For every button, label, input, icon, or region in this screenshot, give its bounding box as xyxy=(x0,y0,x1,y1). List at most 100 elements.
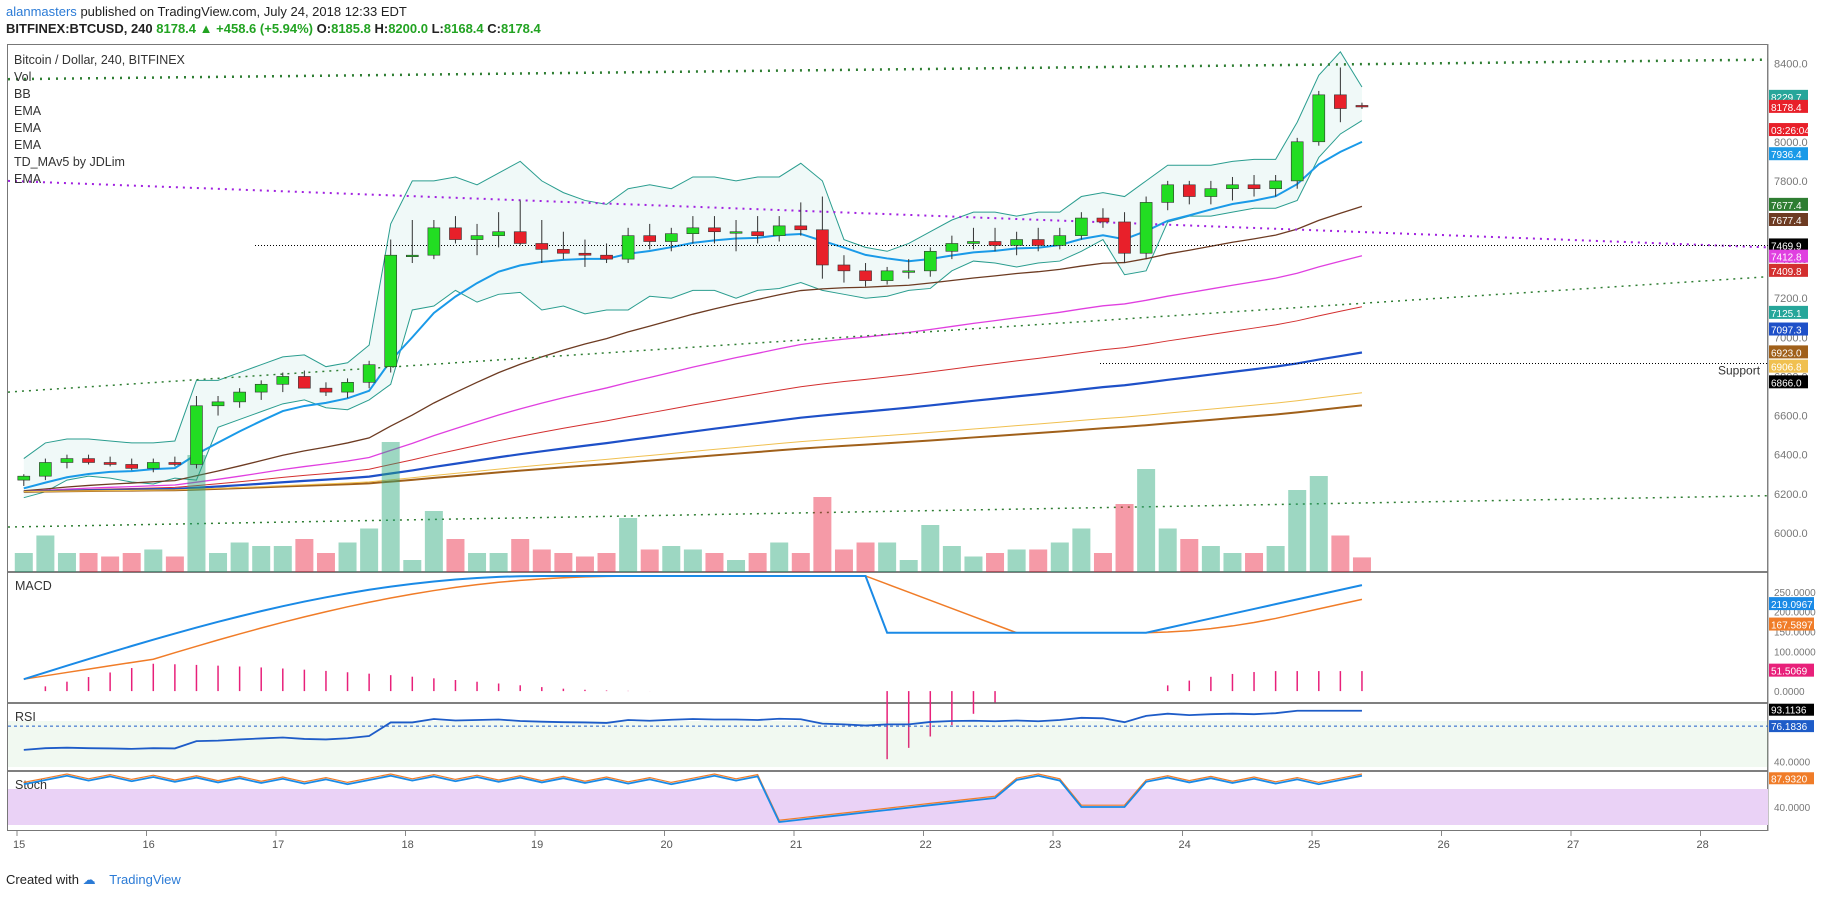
volume-bar xyxy=(57,553,76,572)
candle-body xyxy=(82,458,95,463)
volume-bar xyxy=(1201,546,1220,572)
legend-ema-3[interactable]: EMA xyxy=(14,138,42,152)
rsi-badge xyxy=(1769,703,1814,716)
x-tick-label: 17 xyxy=(272,839,284,851)
price-badge-label: 7936.4 xyxy=(1771,150,1802,161)
volume-bar xyxy=(1029,549,1048,572)
candle-body xyxy=(794,225,808,231)
volume-bar xyxy=(1137,469,1156,572)
candle-body xyxy=(470,235,484,240)
price-badge xyxy=(1769,213,1808,226)
candle-body xyxy=(39,462,52,477)
price-badge xyxy=(1769,345,1808,359)
price-badge-label: 6923.0 xyxy=(1771,348,1802,359)
candle-body xyxy=(1161,184,1175,203)
candle-body xyxy=(1139,202,1153,254)
low-label: L: xyxy=(431,21,444,36)
volume-bar xyxy=(986,553,1005,572)
volume-bar xyxy=(381,442,400,572)
volume-bar xyxy=(360,528,379,572)
volume-bar xyxy=(1072,528,1091,572)
candle-body xyxy=(816,229,829,266)
legend-ema-1[interactable]: EMA xyxy=(14,104,42,118)
rsi-line xyxy=(23,709,1362,751)
volume-bar xyxy=(14,553,33,572)
candle-body xyxy=(60,458,74,463)
price-badge xyxy=(1769,238,1808,252)
volume-bar xyxy=(1288,490,1307,572)
volume-bar xyxy=(597,553,616,572)
volume-bar xyxy=(1352,557,1371,572)
symbol-line: BITFINEX:BTCUSD, 240 8178.4 ▲ +458.6 (+5… xyxy=(6,21,541,37)
stoch-badge xyxy=(1769,772,1814,785)
macd-signal-line xyxy=(23,575,1363,680)
volume-bar xyxy=(165,556,184,572)
x-tick-label: 23 xyxy=(1049,839,1061,851)
volume-bar xyxy=(791,553,810,572)
candle-body xyxy=(708,227,721,233)
volume-bar xyxy=(554,553,573,572)
candle-body xyxy=(923,250,937,272)
author-link[interactable]: alanmasters xyxy=(6,4,77,19)
volume-bar xyxy=(273,546,292,572)
legend-vol[interactable]: Vol xyxy=(14,70,32,84)
volume-bar xyxy=(705,553,724,572)
candle-body xyxy=(1182,184,1196,197)
chart-title: Bitcoin / Dollar, 240, BITFINEX xyxy=(14,53,185,67)
candle-body xyxy=(859,270,872,281)
price-badge xyxy=(1769,123,1808,137)
bollinger-lower xyxy=(23,120,1363,499)
legend-ema-2[interactable]: EMA xyxy=(14,121,42,135)
lower-trendline xyxy=(7,494,1769,528)
volume-bar xyxy=(1309,476,1328,572)
volume-bar xyxy=(727,560,746,572)
volume-bar xyxy=(942,546,961,572)
rsi-title: RSI xyxy=(15,710,36,724)
candle-body xyxy=(1312,94,1326,143)
legend-ema-4[interactable]: EMA xyxy=(14,172,42,186)
price-badge xyxy=(1769,305,1808,319)
candle-body xyxy=(1204,188,1218,197)
candle-body xyxy=(535,243,549,250)
candle-body xyxy=(1290,141,1304,182)
rsi-badge-label: 76.1836 xyxy=(1771,722,1808,733)
x-tick-label: 21 xyxy=(790,839,802,851)
volume-bar xyxy=(856,542,875,572)
created-with-text: Created with xyxy=(6,872,79,887)
ema-orange-line xyxy=(23,404,1363,493)
volume-bar xyxy=(79,553,98,572)
macd-badge xyxy=(1769,663,1814,677)
ema-blue-line xyxy=(23,351,1363,493)
candle-body xyxy=(211,401,225,407)
candle-body xyxy=(1010,239,1023,246)
candle-body xyxy=(837,264,851,272)
price-badge-label: 6866.0 xyxy=(1771,378,1802,389)
price-tick-label: 6200.0 xyxy=(1774,489,1808,501)
macd-badge-label: 167.5897 xyxy=(1771,621,1813,632)
candle-body xyxy=(1118,221,1131,254)
legend-bb[interactable]: BB xyxy=(14,87,31,101)
candle-body xyxy=(1053,235,1067,246)
price-badge xyxy=(1769,99,1808,113)
macd-tick-label: 200.0000 xyxy=(1774,608,1816,619)
candle-body xyxy=(686,227,700,234)
candle-body xyxy=(319,387,333,393)
candle-body xyxy=(1075,217,1088,236)
legend-td-mav5[interactable]: TD_MAv5 by JDLim xyxy=(14,155,125,169)
price-change: +458.6 (+5.94%) xyxy=(216,21,314,36)
candle-body xyxy=(492,231,505,236)
x-tick-label: 27 xyxy=(1567,839,1579,851)
stoch-tick-label: 40.0000 xyxy=(1774,803,1811,814)
volume-bar xyxy=(489,553,508,572)
volume-bar xyxy=(1093,553,1112,572)
volume-bar xyxy=(187,455,206,572)
macd-tick-label: 0.0000 xyxy=(1774,687,1805,698)
x-tick-label: 18 xyxy=(402,839,414,851)
tradingview-link[interactable]: TradingView xyxy=(109,872,181,887)
open-value: 8185.8 xyxy=(331,21,371,36)
price-badge xyxy=(1769,89,1808,103)
candle-body xyxy=(298,376,311,389)
candle-body xyxy=(751,231,764,236)
open-label: O: xyxy=(316,21,332,36)
